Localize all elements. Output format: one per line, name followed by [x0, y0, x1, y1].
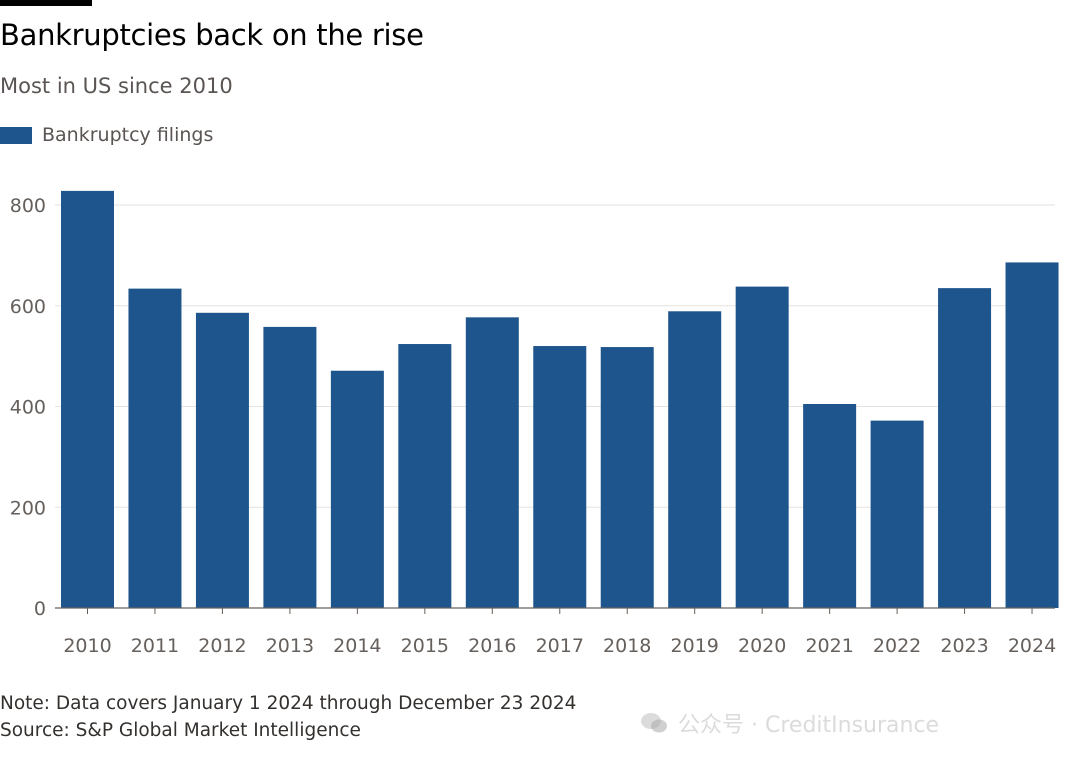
y-tick-label: 0	[34, 598, 46, 620]
watermark: 公众号 · CreditInsurance	[640, 707, 939, 739]
bar	[465, 317, 519, 608]
bar	[263, 326, 317, 608]
header-accent-bar	[0, 0, 92, 6]
bar	[668, 311, 722, 608]
y-tick-label: 800	[10, 195, 46, 217]
bar	[1005, 262, 1059, 608]
bar	[128, 288, 182, 608]
bar	[870, 420, 924, 608]
bar	[195, 312, 249, 608]
chart-legend: Bankruptcy filings	[0, 124, 213, 146]
x-tick-label: 2024	[1008, 635, 1056, 657]
x-tick-label: 2019	[671, 635, 719, 657]
bar	[61, 190, 114, 608]
x-tick-label: 2011	[131, 635, 179, 657]
x-tick-label: 2016	[468, 635, 516, 657]
y-tick-label: 600	[10, 296, 46, 318]
bar	[330, 370, 384, 608]
y-tick-label: 400	[10, 397, 46, 419]
legend-label: Bankruptcy filings	[42, 124, 214, 146]
bar	[803, 403, 857, 608]
x-tick-label: 2013	[266, 635, 314, 657]
x-tick-label: 2017	[536, 635, 584, 657]
legend-swatch	[0, 126, 32, 144]
x-tick-label: 2010	[63, 635, 111, 657]
bar	[398, 344, 452, 608]
bar	[735, 286, 789, 608]
x-tick-label: 2023	[940, 635, 988, 657]
x-tick-label: 2020	[738, 635, 786, 657]
x-tick-label: 2021	[805, 635, 853, 657]
x-tick-label: 2015	[401, 635, 449, 657]
chart-subtitle: Most in US since 2010	[0, 74, 233, 98]
wechat-icon	[641, 713, 667, 733]
bar	[533, 346, 587, 608]
watermark-text: 公众号 · CreditInsurance	[678, 713, 940, 738]
bar	[600, 347, 654, 608]
x-tick-label: 2022	[873, 635, 921, 657]
chart-title: Bankruptcies back on the rise	[0, 18, 424, 52]
y-tick-label: 200	[10, 497, 46, 519]
footer-note: Note: Data covers January 1 2024 through…	[0, 693, 577, 714]
x-tick-label: 2018	[603, 635, 651, 657]
chart-footer: Note: Data covers January 1 2024 through…	[0, 690, 576, 744]
footer-source: Source: S&P Global Market Intelligence	[0, 720, 361, 741]
bar	[938, 288, 992, 608]
x-tick-label: 2014	[333, 635, 381, 657]
x-tick-label: 2012	[198, 635, 246, 657]
